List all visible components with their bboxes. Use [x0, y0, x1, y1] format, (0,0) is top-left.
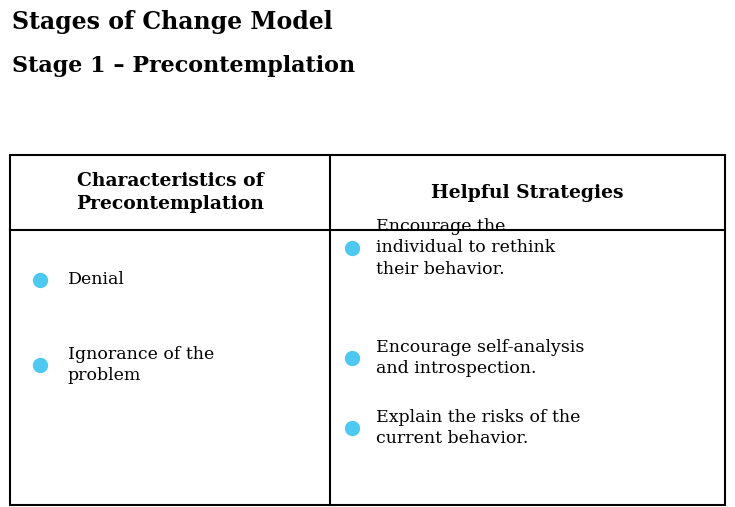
Text: Encourage the
individual to rethink
their behavior.: Encourage the individual to rethink thei… — [376, 218, 555, 278]
Text: Characteristics of
Precontemplation: Characteristics of Precontemplation — [76, 172, 264, 213]
Bar — [10, 155, 725, 505]
Text: Stage 1 – Precontemplation: Stage 1 – Precontemplation — [12, 55, 355, 77]
Text: Stages of Change Model: Stages of Change Model — [12, 10, 333, 34]
Text: Explain the risks of the
current behavior.: Explain the risks of the current behavio… — [376, 409, 581, 447]
Text: Denial: Denial — [68, 272, 125, 288]
Text: Helpful Strategies: Helpful Strategies — [431, 184, 624, 201]
Text: Ignorance of the
problem: Ignorance of the problem — [68, 346, 214, 384]
Text: Encourage self-analysis
and introspection.: Encourage self-analysis and introspectio… — [376, 339, 584, 377]
